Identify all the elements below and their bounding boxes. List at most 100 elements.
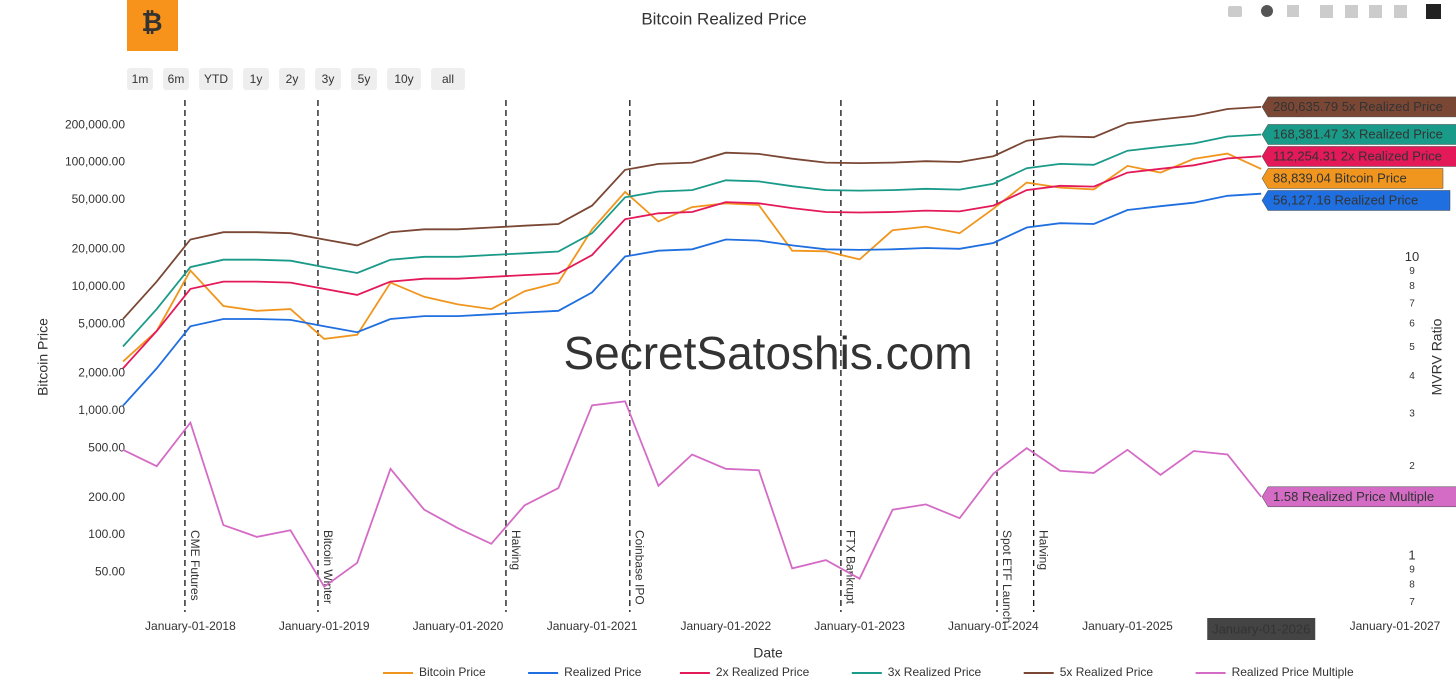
event-label: Spot ETF Launch [1000,530,1014,623]
end-value: 56,127.16 [1273,193,1331,208]
legend-label: Realized Price Multiple [1232,665,1354,679]
end-tag-label: 88,839.04 Bitcoin Price [1273,171,1407,186]
tool-icon[interactable] [1394,5,1407,18]
y2-tick-label: 9 [1409,564,1415,575]
series-line [122,400,1262,589]
watermark: SecretSatoshis.com [563,327,972,379]
y-tick-label: 1,000.00 [78,403,125,417]
range-button-label[interactable]: 3y [322,72,335,86]
logo-mark: ₿ [141,7,162,37]
tool-icon[interactable] [1345,5,1358,18]
range-button-bg[interactable] [431,68,465,90]
range-button-bg[interactable] [315,68,341,90]
tool-icon[interactable] [1426,4,1441,19]
x-tick-label: January-01-2024 [948,619,1039,633]
range-button[interactable]: all [431,68,465,90]
y-tick-label: 100.00 [88,527,125,541]
x-tick-label: January-01-2025 [1082,619,1173,633]
y2-tick-label: 6 [1409,318,1415,329]
range-button-bg[interactable] [387,68,421,90]
y-tick-label: 200.00 [88,490,125,504]
end-value: 280,635.79 [1273,99,1338,114]
event-label: CME Futures [188,530,202,601]
y2-tick-label: 8 [1409,281,1415,292]
range-button-label[interactable]: 10y [394,72,413,86]
event-label: Bitcoin Winter [321,530,335,604]
legend-label: 2x Realized Price [716,665,810,679]
range-button-label[interactable]: all [442,72,454,86]
y2-tick-label: 7 [1409,597,1415,608]
range-button[interactable]: 10y [387,68,421,90]
range-button[interactable]: 5y [351,68,377,90]
tool-icon[interactable] [1228,6,1242,17]
range-button-label[interactable]: YTD [204,72,228,86]
series-line [122,152,1262,363]
y-axis-title: Bitcoin Price [35,318,51,396]
y-tick-label: 10,000.00 [72,279,126,293]
tool-icon[interactable] [1287,5,1299,17]
range-button-bg[interactable] [243,68,269,90]
x-tick-label: January-01-2018 [145,619,236,633]
end-name: Realized Price Multiple [1302,489,1434,504]
y2-tick-label: 3 [1409,408,1415,419]
end-value: 1.58 [1273,489,1298,504]
toolbar [1228,4,1441,19]
range-button-bg[interactable] [351,68,377,90]
legend-label: Realized Price [564,665,642,679]
y-tick-label: 100,000.00 [65,155,125,169]
end-tag [1261,96,1456,118]
range-button-label[interactable]: 6m [168,72,185,86]
x-tick-label: January-01-2021 [547,619,638,633]
series-line [122,106,1262,320]
y-tick-label: 50,000.00 [72,192,126,206]
y2-axis-title: MVRV Ratio [1429,318,1445,395]
end-tag [1261,168,1444,189]
end-tag [1261,124,1456,145]
range-button-label[interactable]: 5y [358,72,371,86]
range-button-label[interactable]: 1y [250,72,263,86]
series-line [122,133,1262,348]
event-label: Halving [509,530,523,570]
range-button[interactable]: 1y [243,68,269,90]
end-tag-label: 280,635.79 5x Realized Price [1273,99,1443,114]
tool-icon[interactable] [1261,5,1273,17]
end-name: Bitcoin Price [1334,171,1406,186]
x-tick-label: January-01-2027 [1350,619,1441,633]
y-tick-label: 200,000.00 [65,117,125,131]
range-button[interactable]: 3y [315,68,341,90]
series-line [122,192,1262,407]
x-axis-title: Date [753,645,783,661]
legend-label: Bitcoin Price [419,665,486,679]
y2-tick-label: 10 [1405,249,1419,264]
range-button[interactable]: 2y [279,68,305,90]
legend-label: 5x Realized Price [1060,665,1154,679]
y2-tick-label: 8 [1409,580,1415,591]
range-button-bg[interactable] [199,68,233,90]
series-line [122,155,1262,370]
y-tick-label: 5,000.00 [78,316,125,330]
tool-icon[interactable] [1320,5,1333,18]
range-button-bg[interactable] [279,68,305,90]
event-label: FTX Bankrupt [844,530,858,605]
chart-title: Bitcoin Realized Price [641,9,806,28]
range-button-bg[interactable] [127,68,153,90]
y-tick-label: 20,000.00 [72,242,126,256]
range-button[interactable]: 6m [163,68,189,90]
range-button[interactable]: YTD [199,68,233,90]
end-name: 2x Realized Price [1341,149,1442,164]
end-name: 3x Realized Price [1342,127,1443,142]
range-button-bg[interactable] [163,68,189,90]
y2-tick-label: 5 [1409,342,1415,353]
tool-icon[interactable] [1369,5,1382,18]
hover-label: January-01-2026 [1212,621,1310,636]
logo [127,0,178,51]
range-button[interactable]: 1m [127,68,153,90]
end-tag-label: 56,127.16 Realized Price [1273,193,1418,208]
range-button-label[interactable]: 2y [286,72,299,86]
range-button-label[interactable]: 1m [132,72,149,86]
x-tick-label: January-01-2019 [279,619,370,633]
end-tag-label: 112,254.31 2x Realized Price [1273,149,1442,164]
end-tag-label: 168,381.47 3x Realized Price [1273,127,1443,142]
legend-label: 3x Realized Price [888,665,982,679]
